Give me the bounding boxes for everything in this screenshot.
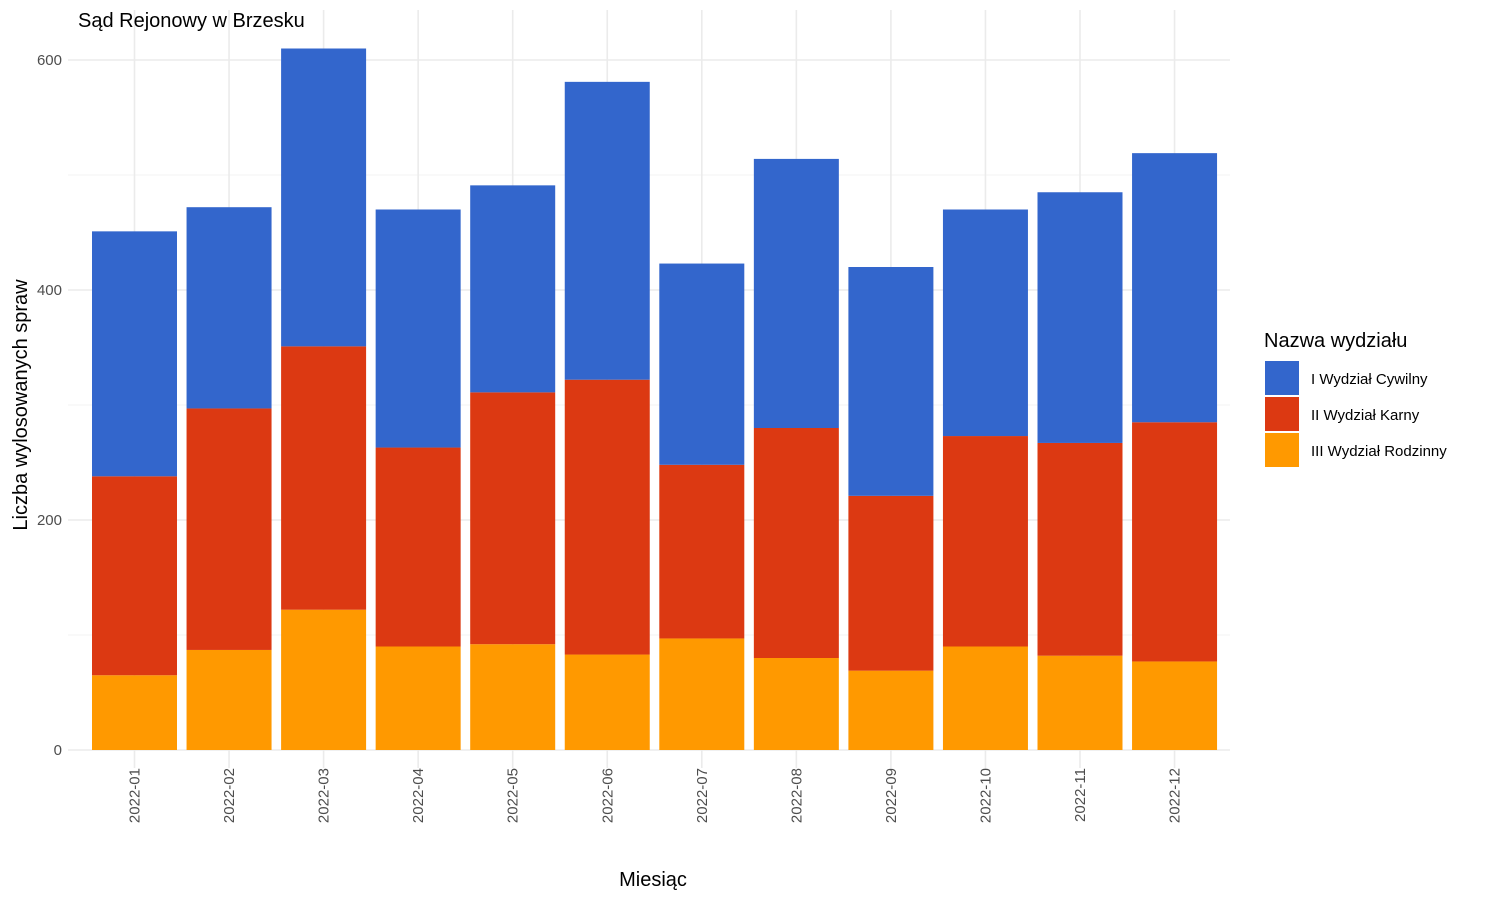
bar-segment: [92, 231, 177, 477]
x-tick-label: 2022-08: [788, 768, 805, 823]
x-tick-label: 2022-07: [694, 768, 711, 823]
bar-segment: [375, 447, 461, 647]
bar-segment: [1132, 153, 1218, 423]
bar-segment: [470, 392, 556, 645]
bar-segment: [281, 609, 367, 750]
axis-layer: 0 200 400 600 2022-01 2022-02 2022-03 2022-04 20…: [37, 52, 1184, 823]
x-tick-label: 2022-06: [599, 768, 616, 823]
bars-layer: [92, 48, 1218, 750]
bar-segment: [942, 209, 1028, 437]
legend-swatch: [1265, 361, 1299, 395]
bar-segment: [848, 267, 934, 496]
x-tick-label: 2022-11: [1072, 768, 1089, 822]
bar-segment: [470, 185, 556, 393]
y-axis-title: Liczba wylosowanych spraw: [10, 279, 32, 531]
bar-segment: [281, 48, 367, 347]
legend: Nazwa wydziału I Wydział Cywilny II Wydzi…: [1264, 330, 1447, 467]
bar-segment: [92, 675, 177, 750]
bar-segment: [848, 670, 934, 750]
bar-segment: [659, 638, 745, 750]
x-tick-label: 2022-01: [127, 768, 144, 823]
bar-segment: [281, 346, 367, 610]
bar-segment: [659, 263, 745, 465]
bar-segment: [1037, 655, 1123, 750]
legend-title: Nazwa wydziału: [1264, 330, 1407, 352]
x-tick-label: 2022-09: [883, 768, 900, 823]
x-tick-label: 2022-04: [410, 768, 427, 823]
bar-segment: [753, 428, 839, 658]
x-tick-label: 2022-03: [316, 768, 333, 823]
legend-label: III Wydział Rodzinny: [1311, 443, 1447, 460]
x-axis-title: Miesiąc: [619, 869, 687, 891]
y-tick-label: 0: [54, 742, 62, 759]
x-tick-label: 2022-12: [1167, 768, 1184, 823]
bar-segment: [1132, 661, 1218, 750]
legend-swatch: [1265, 433, 1299, 467]
y-tick-label: 200: [37, 512, 62, 529]
bar-segment: [942, 646, 1028, 750]
y-tick-label: 600: [37, 52, 62, 69]
legend-label: I Wydział Cywilny: [1311, 371, 1428, 388]
y-tick-label: 400: [37, 282, 62, 299]
bar-segment: [375, 646, 461, 750]
bar-segment: [564, 379, 650, 655]
bar-segment: [470, 644, 556, 750]
bar-segment: [564, 81, 650, 380]
bar-segment: [1037, 192, 1123, 443]
chart-title: Sąd Rejonowy w Brzesku: [78, 10, 305, 32]
x-tick-label: 2022-05: [505, 768, 522, 823]
bar-segment: [92, 476, 177, 676]
bar-segment: [186, 408, 272, 650]
bar-segment: [1037, 442, 1123, 656]
x-tick-label: 2022-10: [977, 768, 994, 823]
legend-swatch: [1265, 397, 1299, 431]
bar-segment: [848, 495, 934, 671]
bar-segment: [1132, 422, 1218, 662]
bar-segment: [659, 464, 745, 639]
legend-label: II Wydział Karny: [1311, 407, 1420, 424]
bar-segment: [942, 436, 1028, 647]
bar-segment: [753, 158, 839, 428]
bar-segment: [186, 207, 272, 409]
bar-segment: [186, 649, 272, 750]
bar-segment: [375, 209, 461, 448]
bar-segment: [564, 654, 650, 750]
x-tick-label: 2022-02: [221, 768, 238, 823]
bar-segment: [753, 658, 839, 750]
